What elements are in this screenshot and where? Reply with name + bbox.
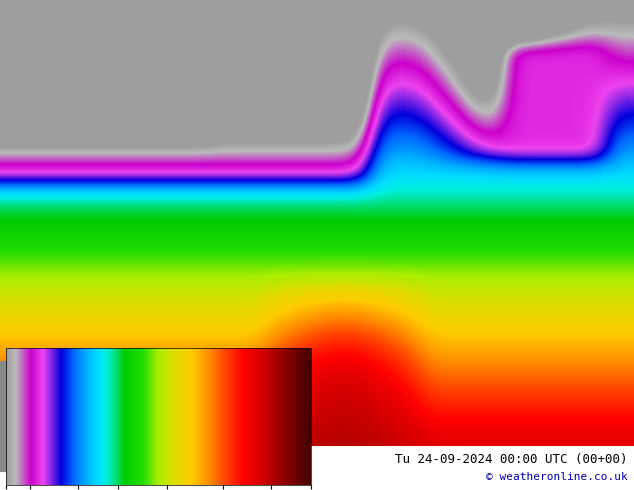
Text: © weatheronline.co.uk: © weatheronline.co.uk [486,472,628,482]
FancyArrow shape [0,355,6,478]
Text: Tu 24-09-2024 00:00 UTC (00+00): Tu 24-09-2024 00:00 UTC (00+00) [395,453,628,466]
Text: Ground Temp [°C] GFS: Ground Temp [°C] GFS [6,453,157,466]
